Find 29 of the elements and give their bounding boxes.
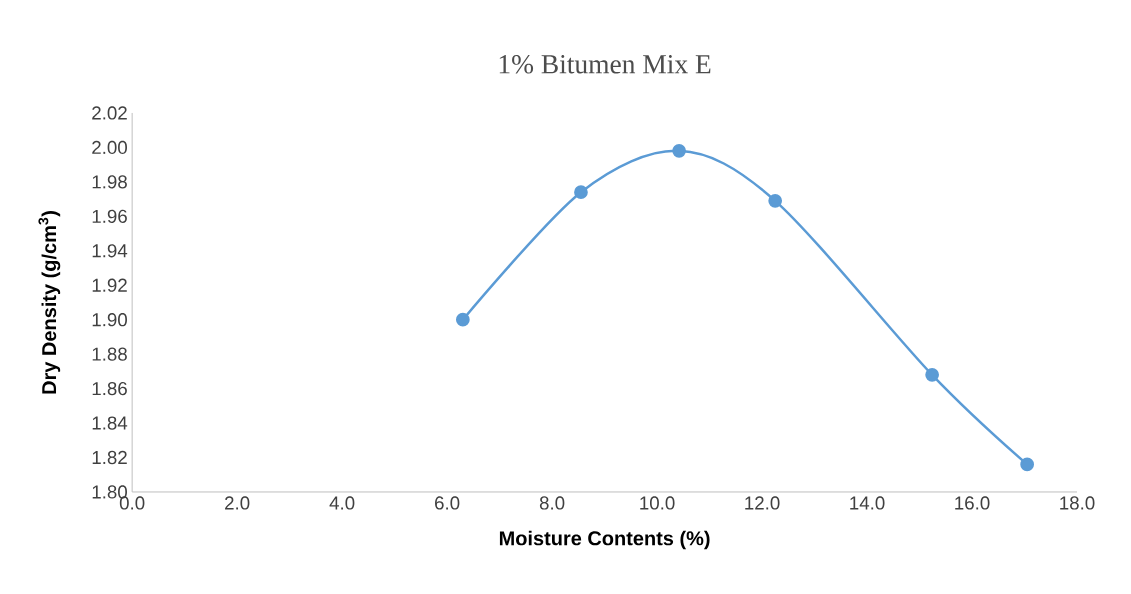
y-tick-label: 1.90 — [92, 313, 127, 327]
y-tick-label: 1.96 — [92, 209, 127, 223]
x-tick-label: 10.0 — [640, 496, 675, 510]
point — [455, 312, 470, 327]
y-tick-label: 2.02 — [92, 106, 127, 120]
x-tick-label: 2.0 — [225, 496, 250, 510]
y-tick-label: 1.84 — [92, 416, 128, 430]
x-tick-label: 14.0 — [850, 496, 885, 510]
y-tick-label: 1.86 — [92, 382, 127, 396]
y-axis-title: Dry Density (g/cm$^{3}$) — [38, 211, 61, 394]
point — [672, 144, 686, 158]
x-tick-label: 4.0 — [329, 496, 355, 510]
chart-title: 1% Bitumen Mix E — [499, 55, 711, 74]
y-tick-label: 2.00 — [92, 140, 127, 155]
x-tick-label: 6.0 — [435, 496, 460, 510]
x-tick-label: 8.0 — [539, 496, 565, 510]
point — [768, 194, 783, 208]
y-tick-label: 1.98 — [92, 175, 127, 189]
x-tick-label: 16.0 — [955, 496, 990, 510]
x-tick-label: 12.0 — [745, 496, 780, 510]
point — [574, 185, 588, 200]
point — [925, 367, 939, 382]
x-tick-label: 18.0 — [1060, 496, 1095, 510]
x-axis-title: Moisture Contents (%) — [499, 530, 710, 550]
point — [1020, 457, 1035, 472]
y-tick-label: 1.88 — [92, 347, 127, 361]
y-tick-label: 1.82 — [92, 450, 127, 465]
y-tick-label: 1.92 — [92, 278, 127, 292]
y-tick-label: 1.94 — [92, 244, 128, 258]
